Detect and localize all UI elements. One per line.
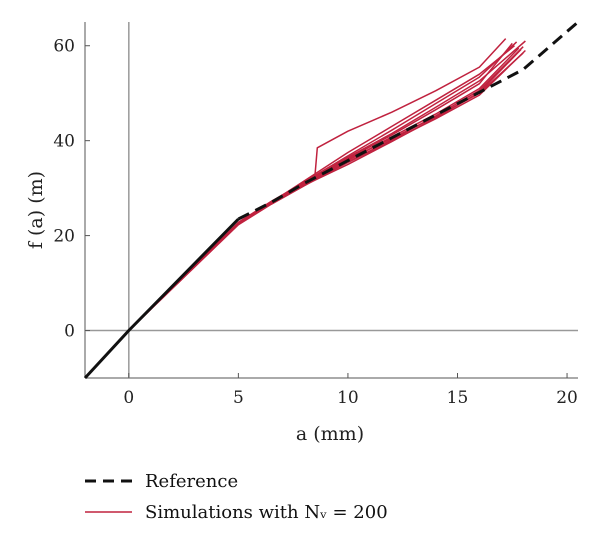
- legend-simulations-label: Simulations with Nᵥ = 200: [145, 502, 388, 523]
- y-axis-label: f (a) (m): [25, 171, 47, 249]
- y-tick-label: 40: [53, 132, 75, 152]
- reference-line: [83, 20, 579, 380]
- x-tick-label: 20: [556, 388, 578, 408]
- legend: Reference Simulations with Nᵥ = 200: [85, 471, 388, 523]
- simulation-line: [128, 42, 513, 332]
- simulation-line: [128, 49, 526, 332]
- simulation-line: [128, 47, 520, 332]
- simulation-line: [128, 46, 524, 332]
- x-tick-label: 10: [337, 388, 359, 408]
- reference-line-dashed: [237, 20, 579, 221]
- simulation-line: [128, 45, 515, 332]
- x-tick-label: 5: [233, 388, 244, 408]
- simulation-lines: [128, 38, 526, 332]
- x-axis-label: a (mm): [296, 423, 364, 445]
- simulation-line: [128, 38, 507, 332]
- simulation-line: [128, 52, 524, 332]
- reference-line-solid: [83, 217, 240, 380]
- simulation-line: [128, 41, 518, 332]
- y-tick-label: 60: [53, 37, 75, 57]
- y-tick-label: 0: [64, 322, 75, 342]
- x-tick-label: 0: [123, 388, 134, 408]
- legend-reference-label: Reference: [145, 471, 238, 492]
- axes: [84, 22, 578, 379]
- tick-labels: 0 5 10 15 20 0 20 40 60: [53, 37, 578, 408]
- x-tick-label: 15: [447, 388, 469, 408]
- y-tick-label: 20: [53, 227, 75, 247]
